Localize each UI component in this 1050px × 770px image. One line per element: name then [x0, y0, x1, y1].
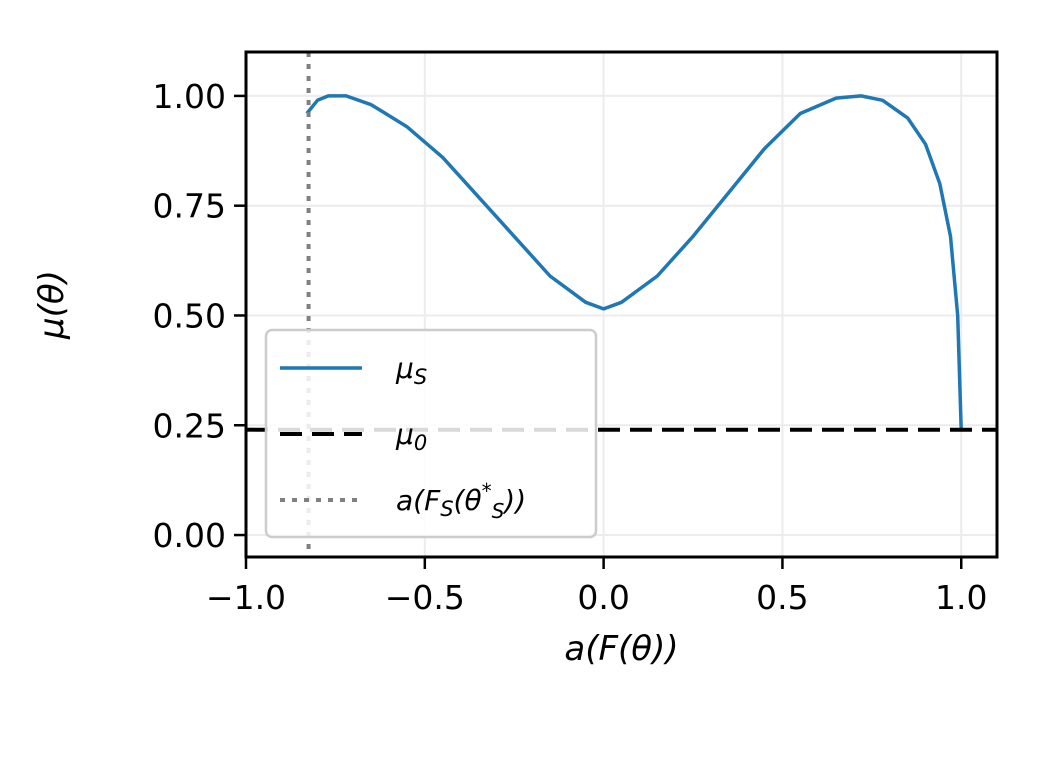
- legend: μS μ0 a(FS(θ*S)): [264, 328, 598, 539]
- x-tick-label: 0.0: [577, 578, 629, 617]
- y-tick-label: 1.00: [153, 77, 226, 116]
- legend-box: [264, 328, 598, 539]
- y-tick-label: 0.25: [153, 406, 226, 445]
- legend-label: a(FS(θ*S)): [396, 479, 526, 523]
- y-axis: 0.00 0.25 0.50 0.75 1.00: [153, 77, 246, 555]
- x-tick-label: −1.0: [206, 578, 286, 617]
- x-axis-label: a(F(θ)): [564, 629, 678, 669]
- y-tick-label: 0.50: [153, 296, 226, 335]
- x-tick-label: −0.5: [385, 578, 465, 617]
- legend-label: μ0: [395, 418, 427, 455]
- y-axis-label: μ(θ): [32, 270, 72, 340]
- plot-frame: [244, 50, 999, 559]
- x-tick-label: 0.5: [756, 578, 808, 617]
- y-tick-label: 0.75: [153, 187, 226, 226]
- x-tick-label: 1.0: [935, 578, 987, 617]
- legend-label: μS: [395, 352, 427, 389]
- series-line: [305, 94, 963, 430]
- x-axis: −1.0 −0.5 0.0 0.5 1.0: [206, 557, 987, 617]
- y-tick-label: 0.00: [153, 516, 226, 555]
